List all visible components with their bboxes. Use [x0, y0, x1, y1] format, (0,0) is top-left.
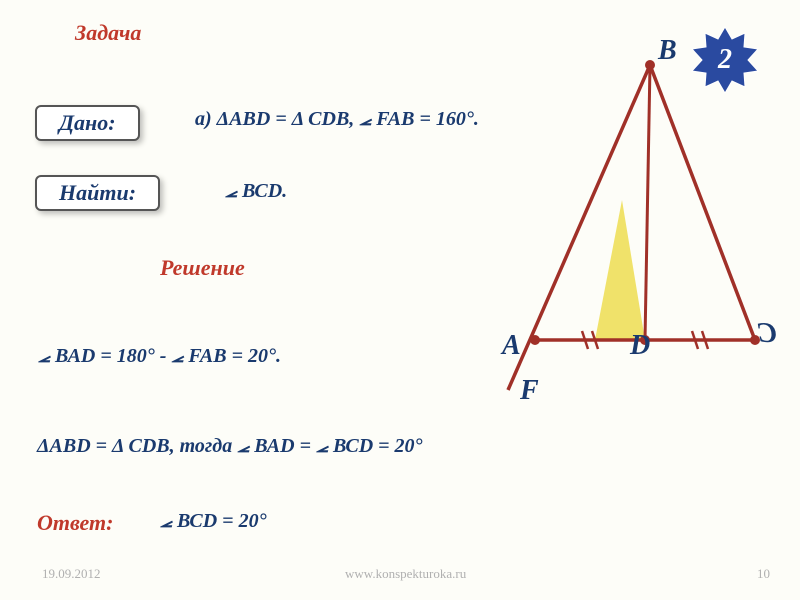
vertex-label-A: A	[502, 330, 521, 362]
solution-step-2: ΔАВD = Δ СDВ, тогда ⦟ ВАD = ⦟ ВСD = 20°	[37, 435, 423, 458]
given-box: Дано:	[35, 105, 140, 141]
footer-date: 19.09.2012	[42, 566, 101, 582]
find-box: Найти:	[35, 175, 160, 211]
vertex-label-B: B	[658, 35, 677, 67]
answer-text: ⦟ ВСD = 20°	[160, 510, 267, 533]
problem-number-badge: 2	[690, 25, 760, 95]
solution-step-1: ⦟ ВАD = 180° - ⦟ FAB = 20°.	[38, 345, 281, 368]
vertex-label-D: D	[630, 330, 650, 362]
vertex-label-F: F	[520, 375, 539, 407]
answer-label: Ответ:	[37, 510, 113, 536]
problem-number: 2	[690, 25, 760, 95]
task-title: Задача	[75, 20, 141, 46]
footer-page: 10	[757, 566, 770, 582]
geometry-diagram: B A D C F	[420, 40, 800, 420]
vertex-label-C: C	[758, 318, 777, 350]
find-text: ⦟ ВСD.	[225, 180, 287, 203]
footer-url: www.konspekturoka.ru	[345, 566, 466, 582]
solution-title: Решение	[160, 255, 245, 281]
